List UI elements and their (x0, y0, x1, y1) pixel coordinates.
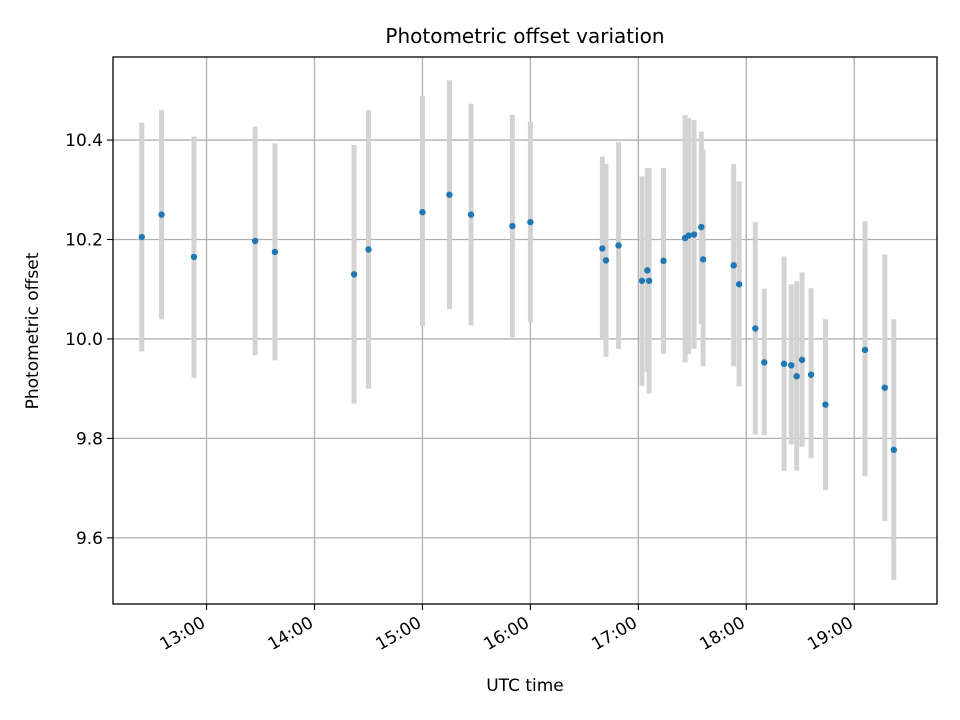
data-point (735, 281, 743, 288)
data-point (251, 237, 259, 245)
data-point (350, 271, 358, 278)
y-axis-ticks: 9.6 9.8 10.0 10.2 10.4 (65, 131, 113, 549)
data-point (698, 223, 705, 231)
data-point (615, 242, 622, 249)
data-points (138, 191, 898, 454)
data-point (138, 233, 145, 241)
x-tick-label: 13:00 (157, 613, 209, 655)
data-point (190, 253, 198, 261)
x-axis-label: UTC time (486, 676, 564, 696)
data-point (807, 371, 815, 378)
data-point (509, 222, 516, 230)
data-point (271, 248, 279, 256)
data-point (822, 401, 829, 408)
data-point (365, 246, 372, 253)
data-point (793, 373, 800, 380)
x-tick-label: 16:00 (480, 613, 532, 655)
y-tick-label: 10.0 (65, 330, 103, 350)
data-point (660, 257, 667, 265)
data-point (527, 218, 534, 226)
y-tick-label: 10.2 (65, 230, 103, 250)
data-point (752, 325, 759, 332)
chart-title: Photometric offset variation (385, 24, 664, 48)
x-tick-label: 15:00 (373, 613, 425, 655)
data-point (780, 360, 788, 368)
y-tick-label: 9.8 (76, 429, 103, 449)
x-tick-label: 17:00 (588, 613, 640, 655)
x-axis-ticks: 13:00 14:00 15:00 16:00 17:00 18:00 19:00 (157, 604, 857, 655)
data-point (158, 211, 165, 218)
data-point (602, 257, 610, 264)
data-point (685, 232, 692, 239)
data-point (638, 277, 646, 284)
data-point (881, 384, 889, 391)
y-axis-label: Photometric offset (23, 252, 43, 409)
y-tick-label: 10.4 (65, 131, 103, 151)
data-point (699, 256, 707, 263)
x-tick-label: 19:00 (804, 613, 856, 655)
x-tick-label: 18:00 (696, 613, 748, 655)
data-point (890, 446, 898, 454)
data-point (446, 191, 453, 198)
data-point (690, 231, 698, 238)
error-bars (139, 80, 897, 581)
data-point (730, 262, 737, 269)
plot-area-frame (112, 56, 938, 605)
y-tick-label: 9.6 (76, 529, 103, 549)
data-point (599, 245, 606, 252)
data-point (788, 362, 795, 369)
data-point (419, 208, 426, 216)
data-point (798, 356, 806, 364)
x-tick-label: 14:00 (265, 613, 317, 655)
data-point (861, 346, 869, 354)
data-point (467, 211, 475, 218)
data-point (761, 359, 768, 366)
data-point (644, 267, 651, 274)
data-point (645, 277, 653, 284)
